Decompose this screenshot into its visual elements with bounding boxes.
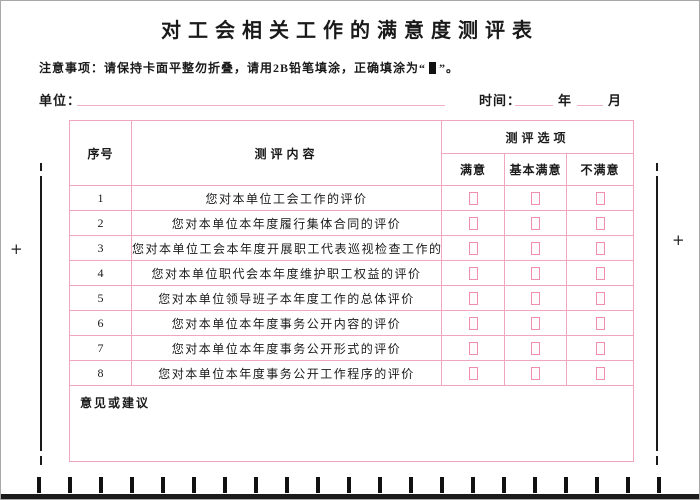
timing-mark	[99, 477, 103, 493]
timing-mark	[68, 477, 72, 493]
header-content: 测评内容	[131, 120, 442, 186]
option-box-unsatisfied[interactable]	[595, 191, 605, 205]
table-row: 6 您对本单位本年度事务公开内容的评价	[69, 310, 634, 336]
timing-mark	[37, 477, 41, 493]
right-sync-dash	[656, 163, 658, 171]
option-box-unsatisfied[interactable]	[595, 216, 605, 230]
header-option-satisfied: 满意	[441, 153, 505, 186]
option-box-satisfied[interactable]	[468, 316, 478, 330]
timing-mark	[378, 477, 382, 493]
row-number: 6	[69, 310, 132, 336]
option-box-basically-satisfied[interactable]	[531, 341, 540, 355]
bottom-scan-edge	[1, 494, 699, 499]
right-sync-dash	[656, 456, 658, 465]
table-row: 2 您对本单位本年度履行集体合同的评价	[69, 210, 634, 236]
option-box-unsatisfied[interactable]	[595, 241, 605, 255]
table-row: 1 您对本单位工会工作的评价	[69, 185, 634, 211]
timing-mark	[223, 477, 227, 493]
table-row: 7 您对本单位本年度事务公开形式的评价	[69, 335, 634, 361]
option-box-unsatisfied[interactable]	[595, 266, 605, 280]
option-box-basically-satisfied[interactable]	[531, 266, 540, 280]
row-question: 您对本单位工会本年度开展职工代表巡视检查工作的评价	[131, 235, 442, 261]
option-box-satisfied[interactable]	[468, 366, 478, 380]
row-number: 3	[69, 235, 132, 261]
timing-mark	[409, 477, 413, 493]
row-number: 2	[69, 210, 132, 236]
notice-text-prefix: 注意事项：请保持卡面平整勿折叠，请用2B铅笔填涂，正确填涂为“	[39, 61, 427, 75]
timing-mark	[285, 477, 289, 493]
timing-mark	[440, 477, 444, 493]
right-sync-line	[656, 176, 658, 451]
row-number: 1	[69, 185, 132, 211]
month-input-line[interactable]	[577, 105, 603, 106]
row-question: 您对本单位领导班子本年度工作的总体评价	[131, 285, 442, 311]
row-question: 您对本单位职代会本年度维护职工权益的评价	[131, 260, 442, 286]
option-box-satisfied[interactable]	[468, 191, 478, 205]
row-number: 7	[69, 335, 132, 361]
left-registration-cross-icon: +	[10, 240, 23, 258]
timing-mark	[130, 477, 134, 493]
time-label: 时间：	[479, 93, 522, 108]
option-box-satisfied[interactable]	[468, 216, 478, 230]
year-input-line[interactable]	[515, 105, 553, 106]
row-question: 您对本单位本年度事务公开工作程序的评价	[131, 360, 442, 386]
timing-mark	[564, 477, 568, 493]
option-box-unsatisfied[interactable]	[595, 291, 605, 305]
filled-mark-sample-icon	[429, 62, 437, 74]
header-option-basically-satisfied: 基本满意	[504, 153, 567, 186]
form-title: 对工会相关工作的满意度测评表	[161, 20, 539, 42]
option-box-satisfied[interactable]	[468, 266, 478, 280]
timing-mark	[254, 477, 258, 493]
option-box-basically-satisfied[interactable]	[531, 241, 540, 255]
left-sync-dash	[40, 456, 42, 465]
month-suffix-label: 月	[608, 93, 623, 108]
timing-mark	[192, 477, 196, 493]
table-row: 4 您对本单位职代会本年度维护职工权益的评价	[69, 260, 634, 286]
option-box-basically-satisfied[interactable]	[531, 191, 540, 205]
timing-mark	[347, 477, 351, 493]
timing-mark	[161, 477, 165, 493]
table-row: 8 您对本单位本年度事务公开工作程序的评价	[69, 360, 634, 386]
right-registration-cross-icon: +	[672, 231, 685, 249]
notice-text-suffix: ”。	[439, 61, 460, 75]
option-box-unsatisfied[interactable]	[595, 316, 605, 330]
option-box-basically-satisfied[interactable]	[531, 216, 540, 230]
suggestion-area[interactable]: 意见或建议	[69, 385, 634, 462]
header-index: 序号	[69, 120, 132, 186]
timing-mark	[657, 477, 661, 493]
table-row: 5 您对本单位领导班子本年度工作的总体评价	[69, 285, 634, 311]
row-number: 5	[69, 285, 132, 311]
option-box-basically-satisfied[interactable]	[531, 291, 540, 305]
timing-mark	[533, 477, 537, 493]
year-suffix-label: 年	[558, 93, 573, 108]
row-question: 您对本单位本年度事务公开内容的评价	[131, 310, 442, 336]
timing-mark	[626, 477, 630, 493]
option-box-basically-satisfied[interactable]	[531, 366, 540, 380]
row-question: 您对本单位本年度事务公开形式的评价	[131, 335, 442, 361]
row-question: 您对本单位工会工作的评价	[131, 185, 442, 211]
left-sync-line	[40, 176, 42, 451]
unit-input-line[interactable]	[77, 105, 445, 106]
option-box-satisfied[interactable]	[468, 241, 478, 255]
row-number: 4	[69, 260, 132, 286]
option-box-satisfied[interactable]	[468, 341, 478, 355]
evaluation-table: 序号 测评内容 测评选项 满意 基本满意 不满意 1 您对本单位工会工作的评价 …	[69, 120, 634, 462]
timing-mark	[502, 477, 506, 493]
option-box-basically-satisfied[interactable]	[531, 316, 540, 330]
option-box-unsatisfied[interactable]	[595, 366, 605, 380]
timing-mark	[595, 477, 599, 493]
header-option-unsatisfied: 不满意	[566, 153, 634, 186]
notice-line: 注意事项：请保持卡面平整勿折叠，请用2B铅笔填涂，正确填涂为“ ”。	[39, 59, 459, 76]
row-question: 您对本单位本年度履行集体合同的评价	[131, 210, 442, 236]
row-number: 8	[69, 360, 132, 386]
timing-mark	[316, 477, 320, 493]
option-box-satisfied[interactable]	[468, 291, 478, 305]
left-sync-dash	[40, 163, 42, 171]
header-options-group: 测评选项	[441, 120, 634, 154]
option-box-unsatisfied[interactable]	[595, 341, 605, 355]
unit-label: 单位：	[39, 93, 82, 108]
table-row: 3 您对本单位工会本年度开展职工代表巡视检查工作的评价	[69, 235, 634, 261]
timing-mark	[471, 477, 475, 493]
